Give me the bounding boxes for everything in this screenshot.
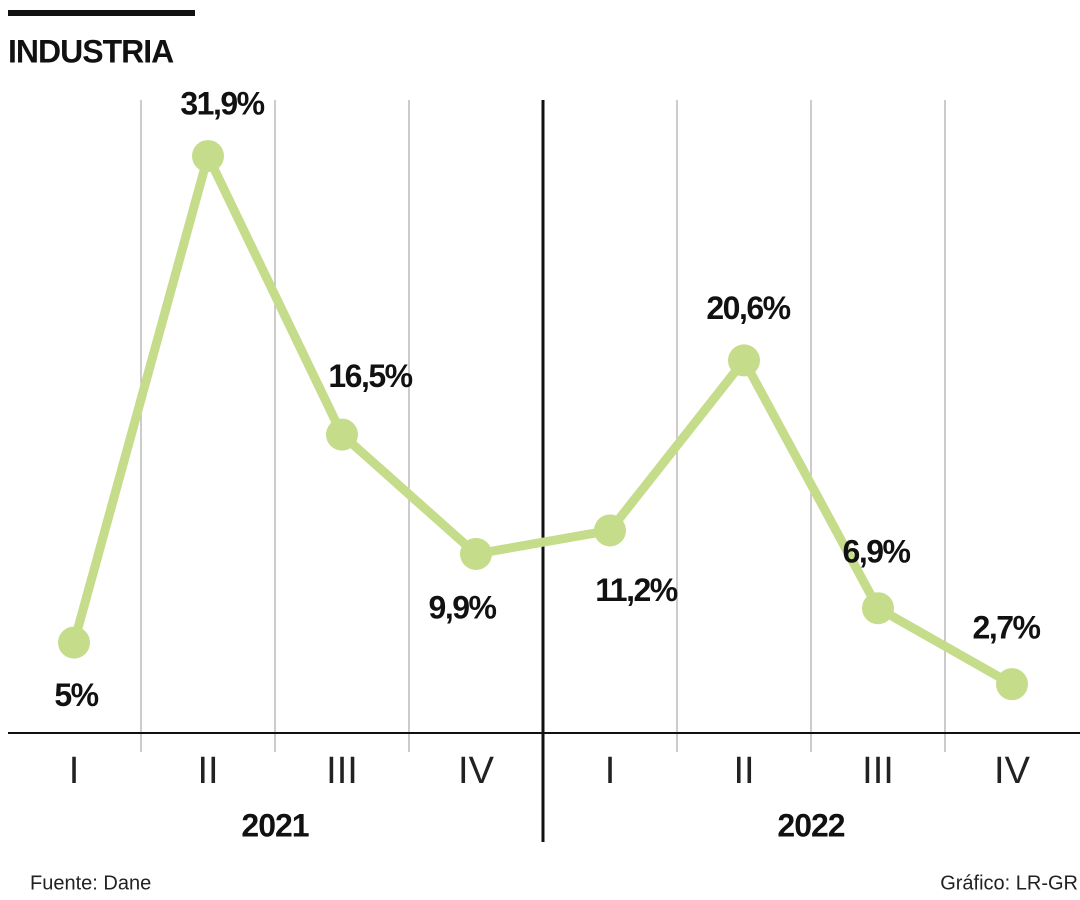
x-tick-label: III	[326, 750, 358, 792]
chart-title: INDUSTRIA	[8, 33, 174, 69]
value-label: 11,2%	[595, 572, 678, 608]
x-tick-label: IV	[994, 750, 1031, 792]
x-tick-label: I	[69, 750, 80, 792]
source: Fuente: Dane	[30, 872, 151, 894]
point	[862, 592, 894, 625]
x-tick-label: II	[197, 750, 218, 792]
value-label: 31,9%	[180, 86, 264, 122]
credit: Gráfico: LR-GR	[940, 872, 1078, 894]
point	[326, 418, 358, 451]
title-bar	[8, 10, 195, 16]
value-label: 5%	[54, 677, 98, 713]
x-tick-label: III	[862, 750, 894, 792]
x-tick-label: II	[733, 750, 754, 792]
point	[996, 668, 1028, 701]
point	[728, 344, 760, 377]
line	[69, 151, 1015, 689]
value-label: 20,6%	[706, 290, 790, 326]
value-label: 6,9%	[843, 534, 911, 570]
value-label: 16,5%	[328, 358, 412, 394]
group-label: 2022	[777, 807, 844, 843]
value-label: 2,7%	[973, 610, 1041, 646]
x-tick-label: I	[605, 750, 616, 792]
value-label: 9,9%	[429, 589, 497, 625]
group-label: 2021	[241, 807, 308, 843]
point	[58, 626, 90, 659]
point	[594, 514, 626, 547]
point	[192, 140, 224, 173]
point	[460, 537, 492, 570]
x-tick-label: IV	[458, 750, 495, 792]
